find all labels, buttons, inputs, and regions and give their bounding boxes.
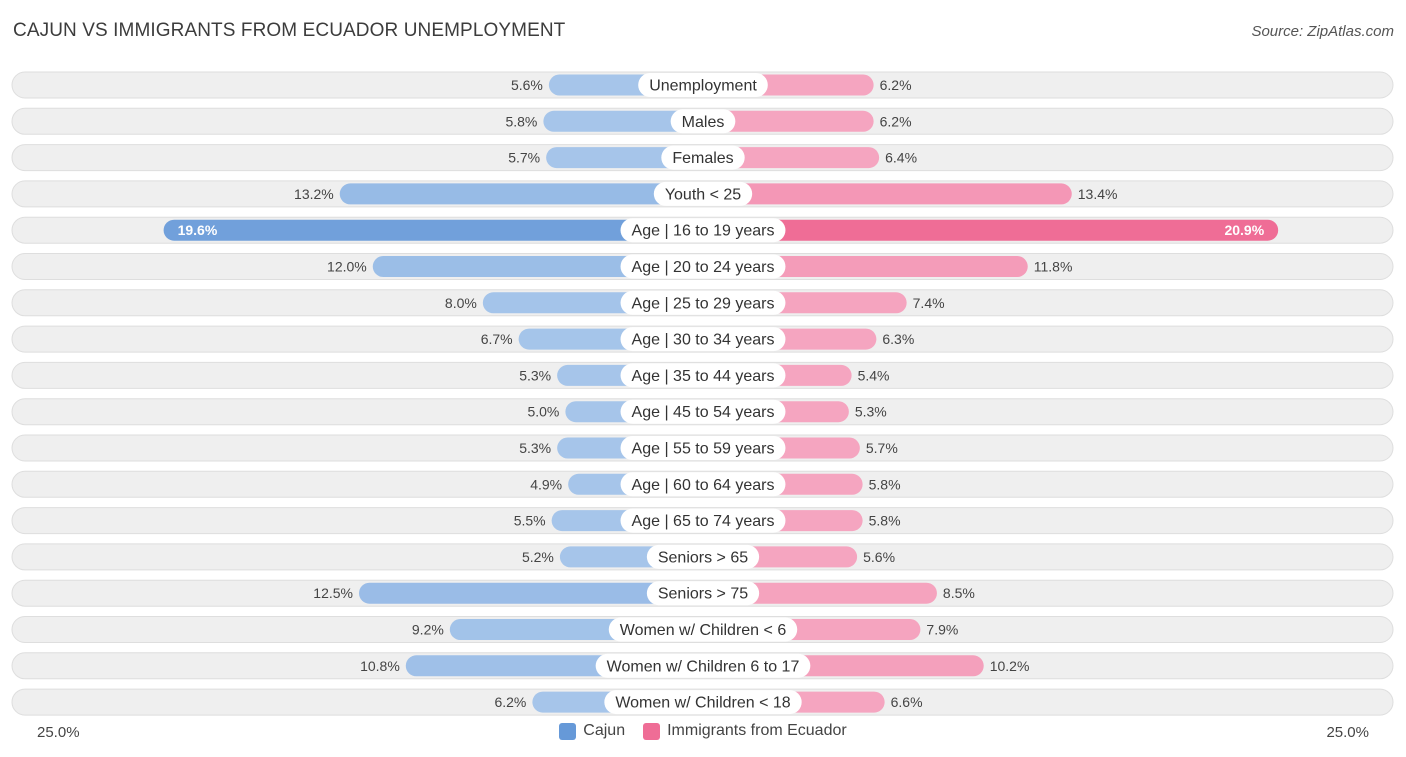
value-label-ecuador: 6.2% [880, 113, 912, 129]
legend-item-cajun[interactable]: Cajun [559, 722, 625, 740]
value-label-ecuador: 7.9% [926, 622, 958, 638]
legend-item-ecuador[interactable]: Immigrants from Ecuador [643, 722, 847, 740]
category-pill [620, 218, 786, 243]
category-pill [620, 290, 786, 315]
category-pill [620, 254, 786, 279]
category-label: Seniors > 75 [658, 586, 748, 603]
legend: Cajun Immigrants from Ecuador [0, 722, 1406, 740]
value-label-ecuador: 6.6% [891, 694, 923, 710]
category-pill [646, 581, 760, 606]
category-pill [620, 399, 786, 424]
value-label-cajun: 5.7% [508, 150, 540, 166]
category-pill [620, 508, 786, 533]
category-pill [661, 145, 745, 170]
value-label-cajun: 12.5% [313, 585, 353, 601]
value-label-ecuador: 5.6% [863, 549, 895, 565]
value-label-ecuador: 10.2% [990, 658, 1030, 674]
value-label-cajun: 6.7% [481, 331, 513, 347]
value-label-cajun: 4.9% [530, 476, 562, 492]
category-label: Age | 45 to 54 years [632, 404, 775, 421]
category-pill [595, 653, 811, 678]
bar-cajun [339, 183, 714, 205]
value-label-cajun: 6.2% [494, 694, 526, 710]
category-label: Women w/ Children < 6 [620, 622, 787, 639]
category-label: Women w/ Children 6 to 17 [607, 658, 800, 675]
value-label-cajun: 5.5% [514, 513, 546, 529]
category-label: Males [682, 114, 725, 131]
bar-cajun [163, 219, 714, 241]
value-label-cajun: 5.8% [505, 113, 537, 129]
category-label: Age | 55 to 59 years [632, 441, 775, 458]
value-label-cajun: 5.0% [527, 404, 559, 420]
value-label-ecuador: 13.4% [1078, 186, 1118, 202]
value-label-ecuador: 5.8% [869, 513, 901, 529]
value-label-ecuador: 5.7% [866, 440, 898, 456]
category-pill [620, 363, 786, 388]
value-label-cajun: 10.8% [360, 658, 400, 674]
value-label-cajun: 5.6% [511, 77, 543, 93]
value-label-cajun: 5.3% [519, 367, 551, 383]
bar-cajun [543, 110, 714, 132]
bar-cajun [359, 582, 714, 604]
value-label-cajun: 5.2% [522, 549, 554, 565]
value-label-cajun: 5.3% [519, 440, 551, 456]
value-label-ecuador: 6.3% [882, 331, 914, 347]
category-pill [620, 327, 786, 352]
category-label: Age | 35 to 44 years [632, 368, 775, 385]
category-label: Youth < 25 [665, 186, 741, 203]
category-label: Age | 20 to 24 years [632, 259, 775, 276]
legend-label-ecuador: Immigrants from Ecuador [667, 722, 847, 739]
bar-ecuador [692, 183, 1072, 205]
legend-label-cajun: Cajun [583, 722, 626, 739]
category-label: Seniors > 65 [658, 549, 748, 566]
category-pill [620, 472, 786, 497]
category-label: Age | 65 to 74 years [632, 513, 775, 530]
category-pill [646, 544, 760, 569]
category-pill [604, 690, 802, 715]
category-label: Women w/ Children < 18 [615, 695, 790, 712]
category-label: Age | 60 to 64 years [632, 477, 775, 494]
value-label-cajun: 12.0% [327, 259, 367, 275]
value-label-cajun: 19.6% [178, 222, 218, 238]
category-pill [670, 109, 736, 134]
category-label: Age | 16 to 19 years [632, 223, 775, 240]
category-label: Females [672, 150, 733, 167]
axis-max-label: 25.0% [1326, 724, 1369, 741]
value-label-ecuador: 5.8% [869, 476, 901, 492]
category-pill [653, 181, 753, 206]
axis-min-label: 25.0% [37, 724, 80, 741]
category-label: Age | 30 to 34 years [632, 332, 775, 349]
category-label: Age | 25 to 29 years [632, 295, 775, 312]
value-label-ecuador: 5.3% [855, 404, 887, 420]
value-label-ecuador: 6.4% [885, 150, 917, 166]
value-label-cajun: 13.2% [294, 186, 334, 202]
category-pill [638, 73, 768, 97]
value-label-ecuador: 20.9% [1224, 222, 1264, 238]
value-label-ecuador: 8.5% [943, 585, 975, 601]
chart-title: CAJUN VS IMMIGRANTS FROM ECUADOR UNEMPLO… [13, 20, 566, 41]
value-label-cajun: 8.0% [445, 295, 477, 311]
legend-swatch-cajun [559, 722, 577, 740]
value-label-cajun: 9.2% [412, 622, 444, 638]
category-label: Unemployment [649, 78, 757, 95]
bar-ecuador [692, 219, 1279, 241]
legend-swatch-ecuador [643, 722, 661, 740]
category-pill [620, 436, 786, 460]
value-label-ecuador: 7.4% [913, 295, 945, 311]
bar-ecuador [692, 110, 874, 132]
source-credit: Source: ZipAtlas.com [1251, 23, 1394, 40]
value-label-ecuador: 6.2% [880, 77, 912, 93]
value-label-ecuador: 11.8% [1034, 259, 1073, 275]
category-pill [608, 617, 798, 642]
value-label-ecuador: 5.4% [858, 367, 890, 383]
